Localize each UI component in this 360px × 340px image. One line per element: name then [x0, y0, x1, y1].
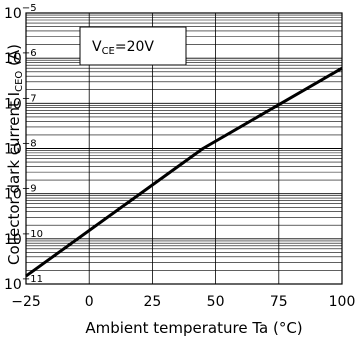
y-tick-label: 10−10 [4, 229, 43, 248]
y-tick-label: 10−11 [4, 274, 43, 293]
y-tick-label: 10−9 [4, 184, 37, 203]
x-tick-label: 100 [329, 294, 356, 310]
y-tick-label: 10−6 [4, 48, 37, 67]
y-tick-label: 10−8 [4, 139, 37, 158]
x-tick-label: 25 [143, 294, 161, 310]
x-tick-label: 0 [85, 294, 94, 310]
x-axis-title: Ambient temperature Ta (°C) [85, 319, 302, 337]
y-tick-label: 10−7 [4, 93, 37, 112]
y-tick-label: 10−5 [4, 3, 37, 22]
y-axis-title: Collector dark current ICEO (A) [5, 44, 25, 265]
x-tick-labels: −25 0 25 50 75 100 [11, 294, 355, 310]
x-tick-label: 75 [270, 294, 288, 310]
series-line [25, 66, 343, 278]
y-tick-labels: 10−11 10−10 10−9 10−8 10−7 10−6 10−5 [4, 3, 43, 293]
annotation-box [79, 26, 187, 66]
vce-annotation: VCE=20V [92, 39, 154, 57]
series-layer [25, 66, 343, 278]
plot-frame [25, 12, 343, 285]
x-tick-label: 50 [207, 294, 225, 310]
grid [26, 13, 342, 284]
x-tick-label: −25 [11, 294, 41, 310]
